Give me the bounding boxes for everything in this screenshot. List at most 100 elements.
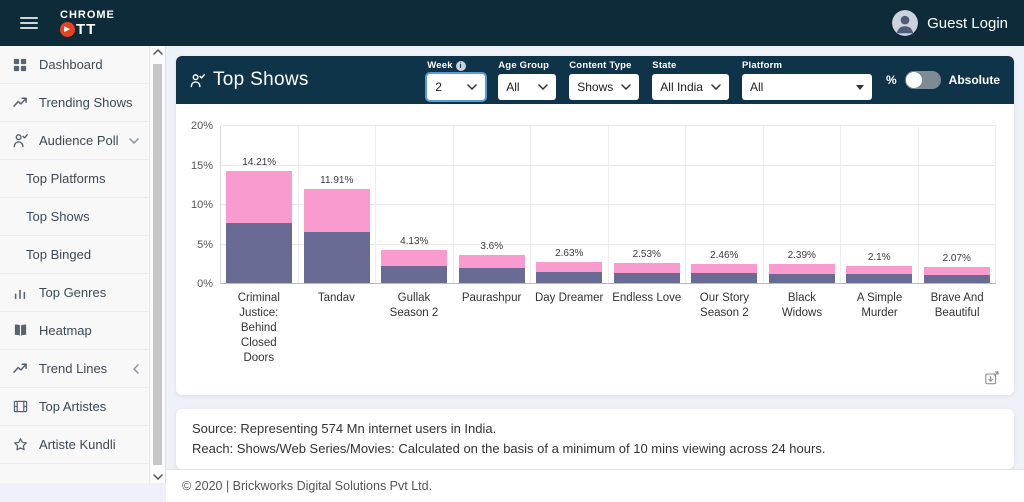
stacked-bar-6[interactable]: [613, 263, 680, 283]
chevron-down-icon: [538, 84, 548, 90]
chart-column: 4.13%: [376, 126, 454, 283]
bars-icon: [13, 286, 29, 300]
chevron-down-icon: [621, 84, 632, 90]
chart-column: 2.53%: [609, 126, 686, 283]
export-chart-icon[interactable]: [984, 370, 1000, 386]
x-axis-label: Paurashpur: [461, 292, 522, 304]
scrollbar-thumb[interactable]: [153, 64, 162, 465]
age-group-select[interactable]: All: [498, 74, 557, 100]
bar-segment-top-segment: [303, 188, 370, 233]
y-tick-label: 15%: [190, 159, 213, 172]
x-axis-label: Day Dreamer: [534, 292, 604, 304]
sidebar-item-label: Top Genres: [39, 285, 107, 300]
bar-value-label: 4.13%: [400, 236, 429, 248]
bar-columns: 14.21% 11.91% 4.13% 3.6% 2.63% 2.53% 2.46% 2.39…: [221, 126, 996, 283]
bar-segment-top-segment: [458, 254, 525, 268]
menu-icon[interactable]: [16, 13, 42, 33]
app-logo[interactable]: CHROME ▶ TT: [60, 9, 115, 37]
filter-label: Week: [427, 60, 453, 71]
chart-column: 2.46%: [686, 126, 764, 283]
x-axis-label: Black Widows: [781, 292, 823, 319]
bar-value-label: 2.46%: [710, 249, 739, 261]
select-value: All India: [660, 80, 703, 94]
bar-segment-top-segment: [768, 264, 835, 274]
user-menu[interactable]: Guest Login: [892, 10, 1008, 36]
x-axis-label: Criminal Justice: Behind Closed Doors: [237, 292, 280, 364]
star-icon: [13, 437, 29, 452]
sidebar-item-top-genres[interactable]: Top Genres: [0, 274, 149, 312]
copyright-text: © 2020 | Brickworks Digital Solutions Pv…: [182, 478, 433, 493]
sidebar-item-heatmap[interactable]: Heatmap: [0, 312, 149, 350]
filter-week: Week i 2: [427, 60, 486, 100]
stacked-bar-2[interactable]: [303, 188, 370, 283]
percent-absolute-toggle[interactable]: [904, 71, 941, 89]
platform-select[interactable]: All: [741, 74, 872, 100]
film-icon: [13, 399, 29, 414]
avatar: [892, 10, 919, 36]
sidebar-item-label: Heatmap: [39, 323, 92, 338]
source-line: Source: Representing 574 Mn internet use…: [192, 420, 497, 436]
gridline: [221, 204, 996, 205]
bar-segment-top-segment: [381, 250, 448, 267]
filter-label: Content Type: [569, 60, 632, 71]
bar-segment-bottom-segment: [923, 274, 990, 283]
state-select[interactable]: All India: [652, 74, 729, 100]
x-axis-label: Gullak Season 2: [389, 292, 439, 319]
filter-label: Age Group: [498, 60, 550, 71]
sidebar-item-top-binged[interactable]: Top Binged: [0, 236, 149, 274]
stacked-bar-3[interactable]: [381, 250, 448, 283]
y-tick-label: 20%: [190, 120, 213, 132]
bar-value-label: 11.91%: [320, 174, 354, 186]
chevron-down-icon: [855, 84, 864, 90]
bar-value-label: 2.39%: [787, 250, 816, 262]
select-value: All: [506, 80, 520, 94]
bar-chart: 0% 5% 10% 15% 20% 14.21% 11.91% 4.13% 3.6% 2.63%…: [176, 104, 1014, 366]
content-type-select[interactable]: Shows: [569, 74, 640, 100]
sidebar-item-label: Dashboard: [39, 57, 103, 72]
sidebar-item-dashboard[interactable]: Dashboard: [0, 46, 149, 84]
bar-segment-top-segment: [846, 266, 913, 275]
x-axis-label: Endless Love: [612, 292, 682, 304]
sidebar-item-artiste-kundli[interactable]: Artiste Kundli: [0, 426, 149, 464]
user-label: Guest Login: [927, 14, 1008, 32]
bar-segment-bottom-segment: [536, 271, 603, 283]
sidebar-scrollbar[interactable]: [150, 46, 166, 483]
sidebar-item-trending-shows[interactable]: Trending Shows: [0, 84, 149, 122]
filter-bar: Week i 2 Age Group All Content Type Shows State…: [427, 60, 872, 100]
y-tick-label: 5%: [197, 238, 213, 251]
chart-column: 2.39%: [764, 126, 841, 283]
filter-label: State: [652, 60, 677, 71]
sidebar-item-audience-poll[interactable]: Audience Poll: [0, 122, 149, 160]
sidebar-item-trend-lines[interactable]: Trend Lines: [0, 350, 149, 388]
stacked-bar-5[interactable]: [536, 262, 603, 283]
sidebar-item-top-platforms[interactable]: Top Platforms: [0, 160, 149, 198]
bar-value-label: 2.07%: [942, 252, 971, 264]
chart-column: 2.07%: [919, 126, 996, 283]
bar-segment-top-segment: [226, 170, 293, 223]
bar-segment-bottom-segment: [303, 232, 370, 283]
stacked-bar-1[interactable]: [226, 170, 293, 283]
y-tick-label: 10%: [190, 199, 213, 211]
stacked-bar-8[interactable]: [768, 264, 835, 283]
y-tick-label: 0%: [197, 278, 213, 290]
sidebar-item-top-shows[interactable]: Top Shows: [0, 198, 149, 236]
x-axis-label: Brave And Beautiful: [930, 292, 984, 319]
panel-title: Top Shows: [213, 69, 309, 90]
stacked-bar-10[interactable]: [923, 266, 990, 283]
map-icon: [13, 323, 29, 338]
top-navbar: CHROME ▶ TT Guest Login: [0, 0, 1024, 46]
gridline: [221, 243, 996, 245]
scroll-down-icon[interactable]: [152, 474, 163, 480]
x-axis-label: A Simple Murder: [856, 292, 903, 319]
stacked-bar-7[interactable]: [691, 263, 758, 283]
gridline: [221, 125, 996, 126]
sidebar-item-top-artistes[interactable]: Top Artistes: [0, 388, 149, 426]
filter-label: Platform: [741, 60, 783, 71]
select-value: Shows: [577, 80, 614, 94]
scroll-up-icon[interactable]: [152, 49, 163, 55]
week-select[interactable]: 2: [427, 74, 486, 100]
x-axis-label: Tandav: [317, 292, 355, 304]
info-icon[interactable]: i: [455, 60, 466, 71]
stacked-bar-4[interactable]: [458, 254, 525, 283]
stacked-bar-9[interactable]: [846, 266, 913, 283]
